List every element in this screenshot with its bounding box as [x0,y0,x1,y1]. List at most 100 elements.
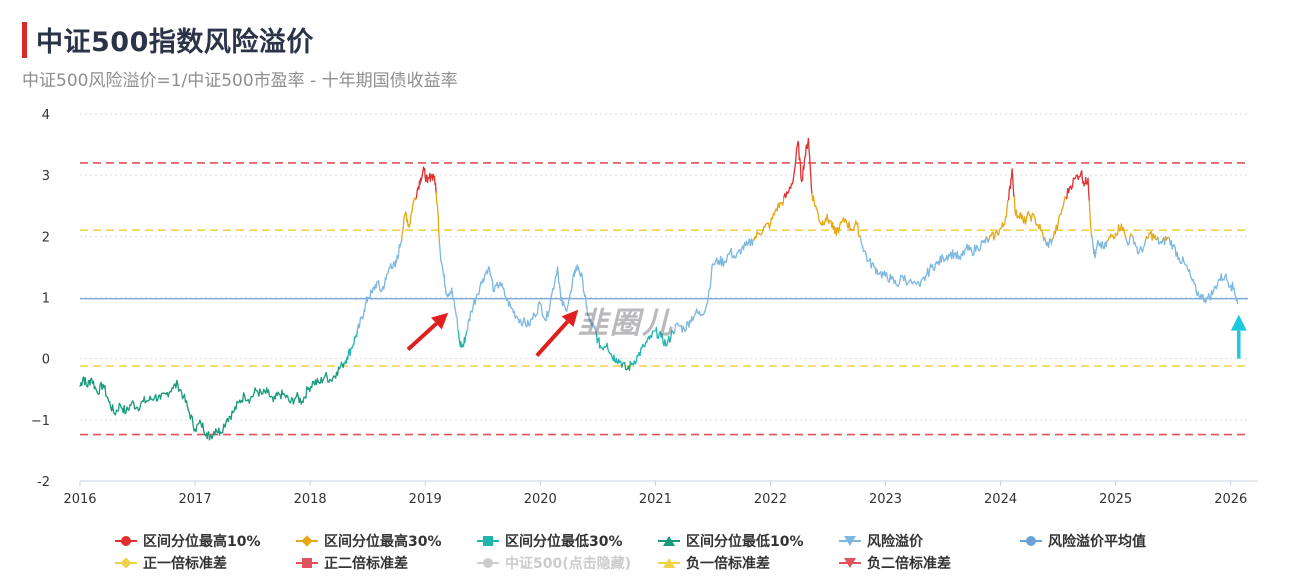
series-segment [540,304,543,315]
legend-item[interactable]: 负一倍标准差 [658,553,770,573]
series-segment [503,288,506,297]
series-segment [1007,189,1010,201]
series-segment [570,286,573,293]
series-segment [185,400,189,407]
series-segment [556,266,559,274]
series-segment [1060,208,1063,215]
series-segment [1182,256,1185,263]
legend-item[interactable]: 风险溢价平均值 [1020,531,1146,551]
series-segment [554,275,557,284]
series-segment [1047,239,1051,248]
series-segment [451,287,454,295]
legend-label: 区间分位最低10% [686,534,804,550]
series-segment [1018,212,1021,219]
series-segment [984,236,987,244]
series-segment [952,252,956,259]
series-segment [441,266,444,273]
series-segment [281,389,284,396]
series-segment [865,254,868,262]
legend-item[interactable]: 正二倍标准差 [296,553,408,573]
legend-item[interactable]: 区间分位最低30% [477,531,623,551]
series-segment [548,305,551,313]
legend-marker-icon [477,534,499,548]
series-segment [1117,224,1121,232]
legend-item[interactable]: 区间分位最高30% [296,531,442,551]
x-tick-label: 2016 [63,492,96,507]
series-segment [547,311,550,318]
legend-item[interactable]: 正一倍标准差 [115,553,227,573]
series-segment [1085,177,1087,185]
annotation-arrow-head [431,312,449,330]
series-segment [795,148,798,161]
series-segment [970,247,973,253]
series-segment [664,339,667,347]
series-segment [453,298,456,308]
series-segment [491,279,494,293]
x-tick-label: 2025 [1099,492,1132,507]
series-segment [551,288,554,296]
y-tick-label: 0 [42,353,50,368]
series-segment [789,183,793,189]
series-segment [803,160,806,171]
series-segment [585,297,587,308]
legend-label: 区间分位最低30% [505,534,623,550]
series-segment [655,326,658,339]
series-segment [624,361,627,370]
series-segment [1128,235,1131,245]
legend-marker-icon [839,556,861,570]
series-segment [812,195,815,202]
series-segment [309,386,312,393]
y-tick-label: 1 [42,292,50,307]
series-segment [707,288,710,300]
series-segment [928,269,931,277]
series-segment [415,189,418,199]
annotation-arrow-shaft [406,322,438,351]
series-segment [706,298,709,305]
legend-marker-icon [296,534,318,548]
legend-label: 正二倍标准差 [324,556,408,572]
series-segment [799,157,802,165]
series-segment [558,282,561,288]
series-segment [523,317,526,323]
series-segment [186,405,190,411]
legend-item[interactable]: 风险溢价 [839,531,923,551]
series-segment [222,423,225,434]
series-segment [1192,278,1195,285]
series-segment [933,263,937,271]
series-segment [524,321,527,327]
series-segment [456,322,459,332]
series-segment [117,402,120,412]
series-segment [104,384,107,397]
legend-label: 中证500(点击隐藏) [505,556,632,572]
series-segment [411,205,414,213]
series-segment [296,391,299,398]
series-segment [1134,241,1137,247]
legend-item[interactable]: 区间分位最低10% [658,531,804,551]
series-segment [571,275,574,283]
series-segment [886,277,890,283]
series-segment [740,247,743,255]
legend-item[interactable]: 中证500(点击隐藏) [477,553,631,573]
series-segment [1202,293,1205,303]
x-tick-label: 2022 [754,492,787,507]
legend-label: 风险溢价平均值 [1048,534,1146,550]
series-segment [114,409,118,416]
series-segment [559,286,562,294]
series-segment [835,227,838,236]
series-segment [347,351,350,361]
series-segment [521,321,524,327]
series-segment [1231,281,1234,288]
y-tick-label: -2 [37,475,50,490]
y-tick-label: 4 [42,108,50,123]
series-segment [553,282,556,290]
series-segment [267,389,271,397]
series-segment [383,277,386,285]
series-segment [358,317,362,326]
series-segment [436,203,439,213]
series-segment [111,404,115,413]
series-segment [406,219,409,227]
legend-item[interactable]: 区间分位最高10% [115,531,261,551]
legend-item[interactable]: 负二倍标准差 [839,553,951,573]
series-segment [816,208,819,215]
series-segment [1056,223,1059,231]
